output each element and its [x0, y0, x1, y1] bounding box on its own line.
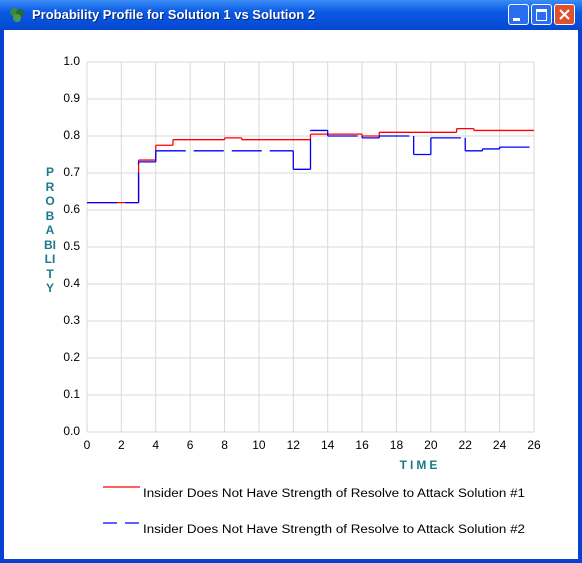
x-tick-label: 0	[84, 438, 91, 452]
x-tick-label: 2	[118, 438, 125, 452]
x-tick-label: 16	[355, 438, 369, 452]
x-tick-label: 20	[424, 438, 438, 452]
client-area: PROBABILITY	[4, 30, 578, 559]
x-axis-label: TIME	[400, 458, 441, 472]
y-tick-label: 1.0	[63, 54, 80, 68]
title-bar: Probability Profile for Solution 1 vs So…	[0, 0, 582, 30]
x-tick-label: 18	[390, 438, 404, 452]
x-tick-label: 24	[493, 438, 507, 452]
y-tick-label: 0.8	[63, 128, 80, 142]
x-tick-label: 10	[252, 438, 266, 452]
y-tick-label: 0.0	[63, 424, 80, 438]
y-axis-label: PROBABILITY	[44, 165, 56, 295]
y-tick-label: 0.5	[63, 239, 80, 253]
x-tick-label: 6	[187, 438, 194, 452]
legend-label: Insider Does Not Have Strength of Resolv…	[143, 524, 525, 536]
y-tick-label: 0.6	[63, 202, 80, 216]
window-title: Probability Profile for Solution 1 vs So…	[32, 7, 316, 22]
y-tick-label: 0.3	[63, 313, 80, 327]
legend-label: Insider Does Not Have Strength of Resolv…	[143, 488, 525, 500]
x-tick-label: 12	[287, 438, 301, 452]
x-tick-label: 8	[221, 438, 228, 452]
close-button[interactable]	[554, 4, 575, 25]
y-tick-label: 0.9	[63, 91, 80, 105]
y-tick-label: 0.1	[63, 387, 80, 401]
y-tick-label: 0.4	[63, 276, 80, 290]
maximize-button[interactable]	[531, 4, 552, 25]
x-tick-label: 4	[152, 438, 159, 452]
app-icon	[10, 8, 24, 22]
x-tick-label: 26	[527, 438, 541, 452]
y-tick-label: 0.2	[63, 350, 80, 364]
y-tick-label: 0.7	[63, 165, 80, 179]
minimize-button[interactable]	[508, 4, 529, 25]
x-tick-label: 22	[459, 438, 473, 452]
x-tick-label: 14	[321, 438, 335, 452]
